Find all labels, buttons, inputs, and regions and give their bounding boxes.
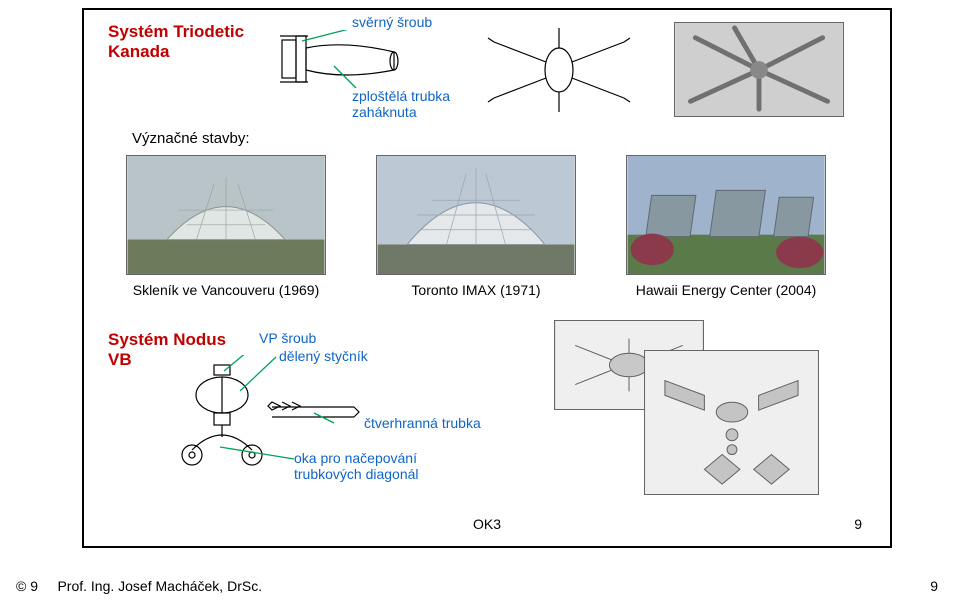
page-footer-left: © 9 Prof. Ing. Josef Macháček, DrSc. [16, 578, 262, 594]
photo-toronto [376, 155, 576, 275]
caption-toronto: Toronto IMAX (1971) [376, 282, 576, 298]
subheading-notable: Význačné stavby: [132, 130, 250, 147]
system1-title-line1: Systém Triodetic [108, 22, 244, 42]
photo-vancouver [126, 155, 326, 275]
page-footer-right: 9 [930, 578, 938, 594]
page: Systém Triodetic Kanada svěrný šroub zpl… [0, 0, 960, 608]
system1-title-line2: Kanada [108, 42, 169, 62]
diagram-nodus [154, 355, 364, 490]
diagram-exploded-main [644, 350, 819, 495]
slide-footer-num: 9 [854, 516, 862, 532]
system2-title-line2: VB [108, 350, 132, 370]
label-flat-tube-2: zaháknuta [352, 104, 417, 120]
photo-hawaii [626, 155, 826, 275]
diagram-clamp [274, 30, 414, 88]
label-vp-screw: VP šroub [259, 330, 316, 346]
author: Prof. Ing. Josef Macháček, DrSc. [57, 578, 262, 594]
caption-hawaii: Hawaii Energy Center (2004) [626, 282, 826, 298]
label-flat-tube-1: zploštělá trubka [352, 88, 450, 104]
slide-footer-ok3: OK3 [84, 516, 890, 532]
diagram-hub [484, 22, 634, 117]
photo-spider-node [674, 22, 844, 117]
label-clamp-screw: svěrný šroub [352, 14, 432, 30]
caption-vancouver: Skleník ve Vancouveru (1969) [126, 282, 326, 298]
slide: Systém Triodetic Kanada svěrný šroub zpl… [84, 10, 890, 546]
label-square-tube: čtverhranná trubka [364, 415, 481, 431]
system2-title-line1: Systém Nodus [108, 330, 226, 350]
copyright: © 9 [16, 578, 38, 594]
